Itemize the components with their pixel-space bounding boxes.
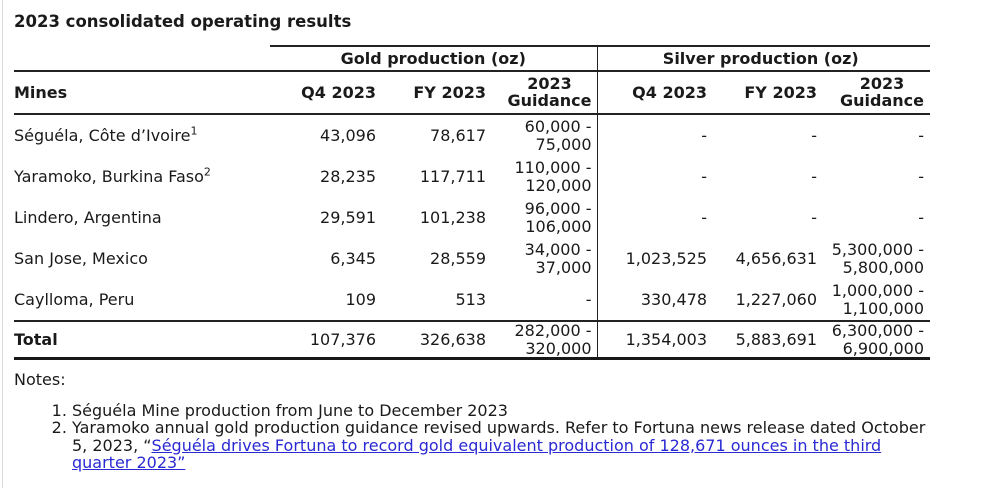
cell-silver-fy: 5,883,691 bbox=[712, 320, 822, 360]
cell-silver-fy: - bbox=[811, 126, 817, 145]
guidance-header-label: 2023 Guidance bbox=[507, 73, 592, 111]
cell-gold-q4: 109 bbox=[345, 290, 376, 309]
cell-gold-guidance: 110,000 -120,000 bbox=[491, 156, 598, 197]
cell-silver-fy: - bbox=[811, 208, 817, 227]
guidance-line: 5,300,000 - bbox=[831, 240, 925, 259]
cell-silver-guidance: - bbox=[822, 197, 930, 238]
cell-gold-fy: 326,638 bbox=[381, 320, 491, 360]
mine-name: Total bbox=[14, 320, 270, 360]
guidance-line: 6,300,000 - bbox=[831, 321, 925, 340]
cell-gold-q4: 28,235 bbox=[320, 167, 376, 186]
col-header-silver-fy: FY 2023 bbox=[712, 71, 822, 115]
cell-silver-guidance: 6,300,000 -6,900,000 bbox=[822, 320, 931, 360]
cell-silver-fy: 1,227,060 bbox=[735, 290, 817, 309]
mine-name: San Jose, Mexico bbox=[14, 249, 148, 268]
table-body: Séguéla, Côte d’Ivoire1 43,096 78,617 60,00… bbox=[14, 114, 931, 360]
note-text: Séguéla Mine production from June to Dec… bbox=[72, 400, 508, 420]
table-row: San Jose, Mexico 6,345 28,559 34,000 -37,00… bbox=[14, 238, 930, 279]
guidance-line: 320,000 bbox=[525, 338, 592, 358]
guidance-line: 6,900,000 bbox=[842, 338, 925, 358]
col-header-gold-q4: Q4 2023 bbox=[270, 71, 381, 115]
cell-silver-guidance: - bbox=[822, 156, 930, 197]
mine-name: Séguéla, Côte d’Ivoire1 bbox=[14, 124, 198, 145]
guidance-line: - bbox=[918, 207, 925, 227]
guidance-line: 120,000 bbox=[525, 175, 592, 195]
cell-silver-q4: - bbox=[701, 208, 707, 227]
operating-results-table: Gold production (oz) Silver production (… bbox=[14, 45, 931, 360]
notes-heading: Notes: bbox=[14, 370, 66, 389]
notes-list: Séguéla Mine production from June to Dec… bbox=[14, 400, 1003, 472]
guidance-line: 37,000 bbox=[535, 257, 592, 277]
table-row: Yaramoko, Burkina Faso2 28,235 117,711 110,… bbox=[14, 156, 930, 197]
guidance-line: 5,800,000 bbox=[842, 257, 925, 277]
note-item-1: Séguéla Mine production from June to Dec… bbox=[72, 400, 926, 420]
cell-silver-q4: 1,354,003 bbox=[597, 320, 712, 360]
cell-gold-fy: 117,711 bbox=[419, 167, 486, 186]
guidance-line: 34,000 - bbox=[524, 240, 592, 259]
guidance-line: 96,000 - bbox=[524, 199, 592, 218]
group-header-silver: Silver production (oz) bbox=[597, 45, 931, 72]
guidance-line: 282,000 - bbox=[514, 321, 592, 340]
note-item-2: Yaramoko annual gold production guidance… bbox=[72, 419, 926, 472]
mine-name: Lindero, Argentina bbox=[14, 208, 162, 227]
table-row: Lindero, Argentina 29,591 101,238 96,000 -1… bbox=[14, 197, 930, 238]
cell-silver-guidance: 5,300,000 -5,800,000 bbox=[822, 238, 930, 279]
guidance-header-label: 2023 Guidance bbox=[840, 73, 925, 111]
col-header-gold-fy: FY 2023 bbox=[381, 71, 491, 115]
guidance-line: 1,100,000 bbox=[842, 298, 925, 318]
cell-gold-guidance: 60,000 -75,000 bbox=[491, 114, 598, 156]
cell-silver-fy: - bbox=[811, 167, 817, 186]
table-row: Séguéla, Côte d’Ivoire1 43,096 78,617 60,00… bbox=[14, 114, 930, 156]
group-header-gold: Gold production (oz) bbox=[270, 45, 598, 72]
cell-silver-fy: 4,656,631 bbox=[735, 249, 817, 268]
cell-gold-q4: 43,096 bbox=[320, 126, 376, 145]
col-header-mines: Mines bbox=[14, 71, 270, 115]
guidance-line: 60,000 - bbox=[524, 117, 592, 136]
guidance-line: - bbox=[585, 289, 592, 309]
mine-name: Yaramoko, Burkina Faso2 bbox=[14, 165, 211, 186]
cell-silver-q4: - bbox=[701, 167, 707, 186]
mine-name: Caylloma, Peru bbox=[14, 290, 135, 309]
cell-silver-guidance: - bbox=[822, 114, 930, 156]
cell-gold-fy: 101,238 bbox=[419, 208, 486, 227]
cell-gold-guidance: - bbox=[491, 279, 598, 321]
footnote-ref: 2 bbox=[203, 165, 211, 179]
col-header-silver-q4: Q4 2023 bbox=[597, 71, 712, 115]
col-header-silver-guidance: 2023 Guidance bbox=[822, 71, 931, 115]
cell-gold-guidance: 34,000 -37,000 bbox=[491, 238, 598, 279]
notes-section: Notes: Séguéla Mine production from June… bbox=[14, 371, 1003, 472]
cell-silver-q4: 330,478 bbox=[640, 290, 707, 309]
news-release-link[interactable]: Séguéla drives Fortuna to record gold eq… bbox=[72, 435, 882, 472]
cell-gold-guidance: 96,000 -106,000 bbox=[491, 197, 598, 238]
total-row: Total 107,376 326,638 282,000 -320,000 1,354… bbox=[14, 320, 931, 360]
cell-silver-guidance: 1,000,000 -1,100,000 bbox=[822, 279, 930, 321]
column-header-row: Mines Q4 2023 FY 2023 2023 Guidance Q4 20… bbox=[14, 71, 931, 115]
group-header-spacer bbox=[14, 46, 270, 72]
cell-gold-q4: 107,376 bbox=[270, 320, 381, 360]
cell-gold-fy: 78,617 bbox=[430, 126, 486, 145]
footnote-ref: 1 bbox=[190, 124, 198, 138]
guidance-line: 110,000 - bbox=[514, 158, 592, 177]
cell-silver-q4: - bbox=[701, 126, 707, 145]
page-title: 2023 consolidated operating results bbox=[14, 12, 352, 31]
guidance-line: - bbox=[918, 166, 925, 186]
guidance-line: - bbox=[918, 125, 925, 145]
cell-gold-guidance: 282,000 -320,000 bbox=[491, 320, 598, 360]
note-text: Yaramoko annual gold production guidance… bbox=[72, 418, 926, 455]
cell-gold-fy: 513 bbox=[455, 290, 486, 309]
cell-gold-q4: 29,591 bbox=[320, 208, 376, 227]
table-row: Caylloma, Peru 109 513 - 330,478 1,227,060 1,0… bbox=[14, 279, 930, 321]
cell-gold-fy: 28,559 bbox=[430, 249, 486, 268]
guidance-line: 106,000 bbox=[525, 216, 592, 236]
cell-silver-q4: 1,023,525 bbox=[625, 249, 707, 268]
cell-gold-q4: 6,345 bbox=[330, 249, 376, 268]
group-header-row: Gold production (oz) Silver production (… bbox=[14, 45, 931, 72]
guidance-line: 1,000,000 - bbox=[831, 281, 925, 300]
col-header-gold-guidance: 2023 Guidance bbox=[491, 71, 598, 115]
guidance-line: 75,000 bbox=[535, 134, 592, 154]
